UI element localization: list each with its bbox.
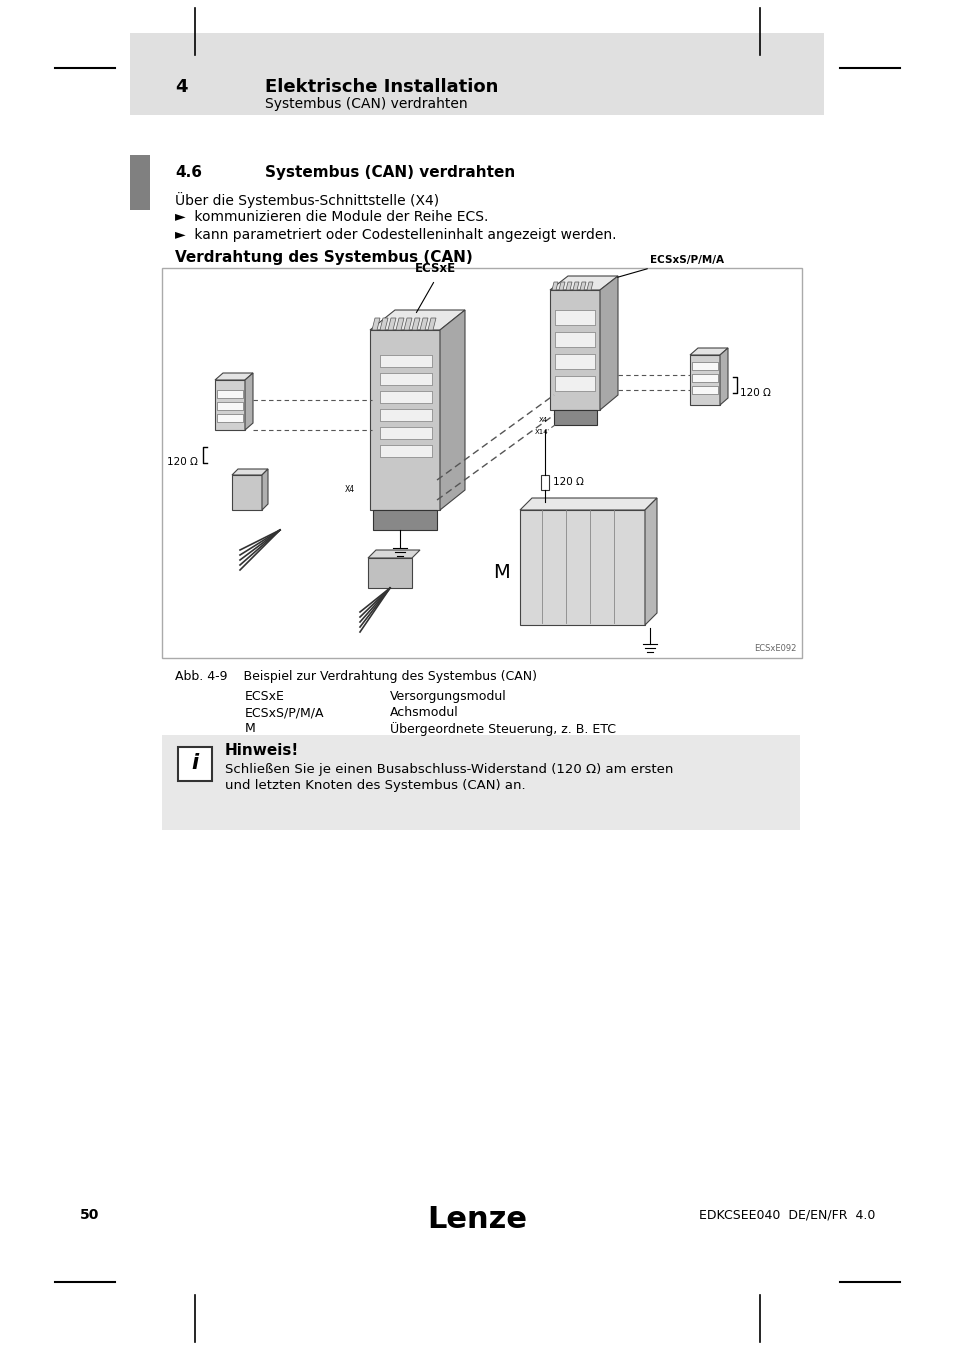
Polygon shape (368, 549, 419, 558)
Polygon shape (555, 354, 595, 369)
Text: Systembus (CAN) verdrahten: Systembus (CAN) verdrahten (265, 165, 515, 180)
Bar (130, 32, 823, 115)
Polygon shape (552, 282, 558, 290)
Polygon shape (555, 332, 595, 347)
Polygon shape (379, 427, 432, 439)
Text: EDKCSEE040  DE/EN/FR  4.0: EDKCSEE040 DE/EN/FR 4.0 (698, 1208, 874, 1220)
Polygon shape (373, 510, 436, 531)
Polygon shape (379, 446, 432, 458)
Text: Systembus (CAN) verdrahten: Systembus (CAN) verdrahten (265, 97, 467, 111)
Polygon shape (644, 498, 657, 625)
Polygon shape (558, 282, 564, 290)
Text: Verdrahtung des Systembus (CAN): Verdrahtung des Systembus (CAN) (174, 250, 473, 265)
Text: Schließen Sie je einen Busabschluss-Widerstand (120 Ω) am ersten: Schließen Sie je einen Busabschluss-Wide… (225, 763, 673, 776)
Bar (162, 269, 801, 657)
Text: i: i (192, 753, 198, 774)
Polygon shape (262, 468, 268, 510)
Text: ►  kann parametriert oder Codestelleninhalt angezeigt werden.: ► kann parametriert oder Codestelleninha… (174, 228, 616, 242)
Text: M: M (245, 722, 255, 734)
Polygon shape (555, 310, 595, 325)
Text: X14: X14 (534, 429, 547, 435)
Text: ECSxS/P/M/A: ECSxS/P/M/A (649, 255, 723, 265)
Text: Abb. 4-9    Beispiel zur Verdrahtung des Systembus (CAN): Abb. 4-9 Beispiel zur Verdrahtung des Sy… (174, 670, 537, 683)
Text: 4: 4 (174, 78, 188, 96)
Polygon shape (245, 373, 253, 431)
Polygon shape (216, 414, 243, 423)
Polygon shape (216, 402, 243, 410)
Text: 120 Ω: 120 Ω (553, 477, 583, 487)
Polygon shape (540, 475, 548, 490)
Polygon shape (379, 409, 432, 421)
Polygon shape (379, 373, 432, 385)
Polygon shape (689, 355, 720, 405)
Polygon shape (379, 392, 432, 404)
Text: X4: X4 (538, 417, 547, 423)
Polygon shape (691, 374, 718, 382)
Polygon shape (370, 310, 464, 329)
Polygon shape (395, 319, 403, 329)
Polygon shape (388, 319, 395, 329)
Polygon shape (412, 319, 419, 329)
Polygon shape (214, 379, 245, 431)
Text: X4: X4 (345, 486, 355, 494)
Text: Achsmodul: Achsmodul (390, 706, 458, 720)
Text: und letzten Knoten des Systembus (CAN) an.: und letzten Knoten des Systembus (CAN) a… (225, 779, 525, 792)
Polygon shape (691, 386, 718, 394)
Text: Über die Systembus-Schnittstelle (X4): Über die Systembus-Schnittstelle (X4) (174, 192, 438, 208)
Bar (178, 747, 212, 782)
Polygon shape (554, 410, 597, 425)
Bar (162, 734, 800, 830)
Text: Hinweis!: Hinweis! (225, 743, 299, 757)
Polygon shape (573, 282, 578, 290)
Polygon shape (579, 282, 585, 290)
Text: M: M (493, 563, 510, 582)
Bar (130, 155, 150, 211)
Text: ECSxS/P/M/A: ECSxS/P/M/A (245, 706, 324, 720)
Text: ►  kommunizieren die Module der Reihe ECS.: ► kommunizieren die Module der Reihe ECS… (174, 211, 488, 224)
Polygon shape (565, 282, 572, 290)
Polygon shape (519, 510, 644, 625)
Polygon shape (379, 319, 388, 329)
Polygon shape (689, 348, 727, 355)
Polygon shape (550, 275, 618, 290)
Text: Versorgungsmodul: Versorgungsmodul (390, 690, 506, 703)
Text: ECSxE: ECSxE (414, 262, 456, 275)
Polygon shape (439, 310, 464, 510)
Polygon shape (599, 275, 618, 410)
Polygon shape (555, 377, 595, 392)
Polygon shape (370, 329, 439, 510)
Text: ECSxE: ECSxE (245, 690, 285, 703)
Polygon shape (419, 319, 428, 329)
Polygon shape (372, 319, 379, 329)
Text: Elektrische Installation: Elektrische Installation (265, 78, 497, 96)
Text: 120 Ω: 120 Ω (740, 387, 770, 398)
Text: Lenze: Lenze (427, 1206, 526, 1234)
Polygon shape (720, 348, 727, 405)
Text: ECSxE092: ECSxE092 (754, 644, 796, 653)
Text: 50: 50 (80, 1208, 99, 1222)
Polygon shape (550, 290, 599, 410)
Polygon shape (519, 498, 657, 510)
Polygon shape (368, 558, 412, 589)
Polygon shape (586, 282, 593, 290)
Polygon shape (214, 373, 253, 379)
Polygon shape (428, 319, 436, 329)
Polygon shape (232, 468, 268, 475)
Polygon shape (232, 475, 262, 510)
Polygon shape (216, 390, 243, 398)
Polygon shape (403, 319, 412, 329)
Text: 4.6: 4.6 (174, 165, 202, 180)
Text: 120 Ω: 120 Ω (167, 458, 198, 467)
Polygon shape (379, 355, 432, 367)
Polygon shape (691, 362, 718, 370)
Text: Übergeordnete Steuerung, z. B. ETC: Übergeordnete Steuerung, z. B. ETC (390, 722, 616, 736)
